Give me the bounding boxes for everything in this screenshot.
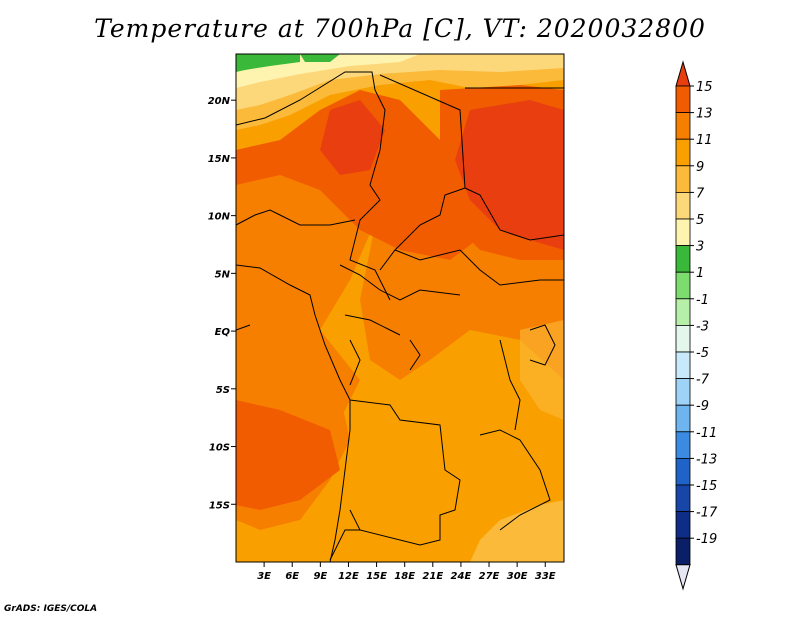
lat-tick-label: 10S xyxy=(209,443,230,454)
lon-axis: 3E 6E 9E 12E 15E 18E 21E 24E 27E 30E 33E xyxy=(257,562,556,582)
lon-tick-label: 3E xyxy=(257,571,271,582)
lat-tick-label: 5S xyxy=(216,385,230,396)
lon-tick-label: 30E xyxy=(507,571,528,582)
lat-tick: 15S xyxy=(209,500,236,511)
lon-tick: 24E xyxy=(451,562,472,582)
colorbar-segment xyxy=(675,245,691,273)
colorbar-segment xyxy=(675,511,691,539)
lon-tick-label: 27E xyxy=(479,571,500,582)
colorbar-segment xyxy=(675,298,691,326)
lat-tick-label: EQ xyxy=(215,327,231,338)
lon-tick: 3E xyxy=(257,562,271,582)
colorbar-segment xyxy=(675,404,691,433)
map-frame xyxy=(235,53,565,563)
colorbar-label: 11 xyxy=(696,133,713,148)
colorbar-segment xyxy=(675,85,691,114)
lon-tick: 12E xyxy=(338,562,359,582)
colorbar-top-arrow xyxy=(675,60,691,87)
lat-tick: 10N xyxy=(208,212,236,223)
lat-tick-label: 15S xyxy=(209,500,230,511)
colorbar-segment xyxy=(675,165,691,193)
colorbar-label: 7 xyxy=(696,186,705,201)
colorbar-segment xyxy=(675,138,691,167)
colorbar-label: 15 xyxy=(696,80,713,95)
colorbar-label: 3 xyxy=(696,240,704,255)
lon-tick-label: 21E xyxy=(422,571,443,582)
colorbar-segment xyxy=(675,218,691,247)
colorbar-segment xyxy=(675,351,691,380)
lat-tick: 15N xyxy=(208,154,236,165)
colorbar-label: -1 xyxy=(696,293,709,308)
colorbar-segment xyxy=(675,431,691,459)
chart-title: Temperature at 700hPa [C], VT: 202003280… xyxy=(94,14,706,43)
colorbar: 15 13 11 9 7 5 3 1 -1 -3 -5 -7 -9 -11 -13 -15 -17 -19 xyxy=(675,60,718,591)
colorbar-segment xyxy=(675,271,691,300)
colorbar-segment xyxy=(675,324,691,353)
lat-tick: 5N xyxy=(215,269,236,280)
lat-tick-label: 20N xyxy=(208,96,231,107)
colorbar-label: -7 xyxy=(696,373,710,388)
lat-tick: 10S xyxy=(209,443,236,454)
lon-tick-label: 9E xyxy=(313,571,327,582)
colorbar-segment xyxy=(675,191,691,220)
country-borders xyxy=(236,71,564,561)
colorbar-label: -19 xyxy=(696,532,717,547)
lon-tick-label: 18E xyxy=(394,571,415,582)
colorbar-label: -17 xyxy=(696,506,718,521)
colorbar-segment xyxy=(675,484,691,513)
colorbar-segment xyxy=(675,112,691,140)
temperature-field xyxy=(236,54,564,562)
lon-tick-label: 33E xyxy=(535,571,556,582)
colorbar-label: -9 xyxy=(696,399,709,414)
colorbar-bottom-arrow xyxy=(675,564,691,591)
lon-tick: 27E xyxy=(479,562,500,582)
colorbar-label: -3 xyxy=(696,319,709,334)
lat-tick-label: 5N xyxy=(215,269,231,280)
lat-tick: 20N xyxy=(208,96,236,107)
colorbar-label: -13 xyxy=(696,452,717,467)
lon-tick: 30E xyxy=(507,562,528,582)
colorbar-label: 9 xyxy=(696,160,704,175)
colorbar-label: -11 xyxy=(696,426,717,441)
lat-tick: 5S xyxy=(216,385,236,396)
colorbar-segment xyxy=(675,378,691,406)
lon-tick: 33E xyxy=(535,562,556,582)
lat-axis: 20N 15N 10N 5N EQ 5S 10S 15S xyxy=(208,96,236,511)
lon-tick-label: 24E xyxy=(451,571,472,582)
colorbar-segment xyxy=(675,537,691,566)
colorbar-segment xyxy=(675,457,691,486)
colorbar-label: 5 xyxy=(696,213,704,228)
colorbar-label: 1 xyxy=(696,266,704,281)
lon-tick-label: 12E xyxy=(338,571,359,582)
footer-credit: GrADS: IGES/COLA xyxy=(4,604,98,614)
lon-tick: 18E xyxy=(394,562,415,582)
colorbar-label: -15 xyxy=(696,479,717,494)
lon-tick-label: 6E xyxy=(285,571,299,582)
lon-tick: 9E xyxy=(313,562,327,582)
lat-tick-label: 10N xyxy=(208,212,231,223)
colorbar-label: 13 xyxy=(696,107,713,122)
colorbar-label: -5 xyxy=(696,346,709,361)
lon-tick-label: 15E xyxy=(366,571,387,582)
lon-tick: 21E xyxy=(422,562,443,582)
lon-tick: 6E xyxy=(285,562,299,582)
lat-tick: EQ xyxy=(215,327,236,338)
lon-tick: 15E xyxy=(366,562,387,582)
lat-tick-label: 15N xyxy=(208,154,231,165)
